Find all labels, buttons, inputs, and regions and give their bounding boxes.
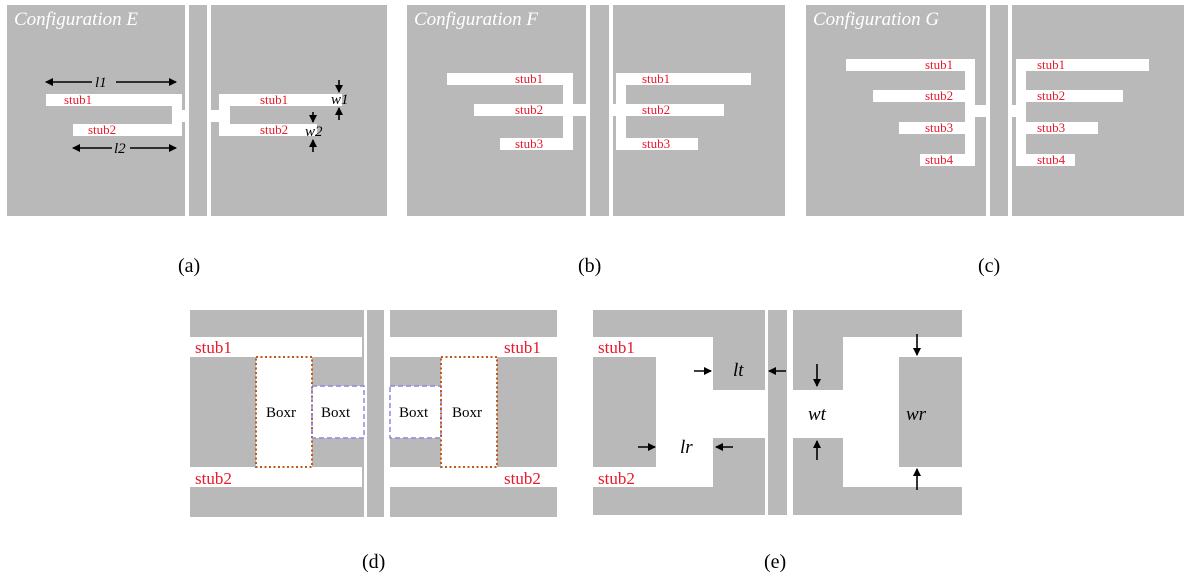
box-label: Boxt (321, 405, 351, 421)
stub-label: stub3 (1037, 120, 1065, 135)
stub-label: stub3 (642, 136, 670, 151)
panel-b: Configuration F stub1 stub2 stub3 stub1 … (407, 5, 785, 277)
boxr-left-outline (255, 356, 313, 468)
stub-label: stub1 (504, 338, 541, 357)
dim-lr: lr (680, 437, 693, 458)
dim-w1: w1 (331, 92, 349, 108)
panel-b-background (407, 5, 785, 216)
stub2-left (73, 124, 178, 136)
dim-l1: l1 (95, 75, 107, 91)
boxt-right-outline (389, 385, 442, 439)
panel-d: stub1 stub2 stub1 stub2 Boxr Boxt Boxt B… (190, 310, 557, 573)
stub-label: stub2 (515, 102, 543, 117)
panel-c-background (806, 5, 1184, 216)
stub-label: stub4 (1037, 152, 1066, 167)
stub-label: stub2 (504, 469, 541, 488)
panel-c: Configuration G stub1 stub2 stub3 stub4 … (806, 5, 1184, 277)
stub-label: stub2 (598, 469, 635, 488)
stub-label: stub2 (195, 469, 232, 488)
stub-label: stub1 (64, 92, 92, 107)
stub1-right (222, 94, 342, 106)
box-label: Boxr (452, 405, 482, 421)
panel-e: stub1 stub2 lt lr wt wr (e) (593, 310, 962, 573)
caption-d: (d) (362, 551, 385, 573)
stub-label: stub2 (642, 102, 670, 117)
stub-label: stub1 (515, 71, 543, 86)
stub1-left (46, 94, 178, 106)
stub-label: stub1 (1037, 57, 1065, 72)
caption-c: (c) (978, 255, 1000, 277)
box-label: Boxr (266, 405, 296, 421)
panel-a-background (7, 5, 387, 216)
stub-label: stub4 (925, 152, 954, 167)
panel-a: Configuration E stub1 stub2 stub1 stub2 … (7, 5, 387, 277)
box-label: Boxt (399, 405, 429, 421)
stub-label: stub1 (642, 71, 670, 86)
stub-label: stub2 (88, 122, 116, 137)
dim-wr: wr (906, 404, 927, 425)
boxr-right-outline (440, 356, 498, 468)
dim-l2: l2 (114, 141, 126, 157)
stub-label: stub1 (598, 338, 635, 357)
stub-label: stub1 (195, 338, 232, 357)
panel-c-title: Configuration G (813, 9, 939, 30)
dim-lt: lt (733, 360, 744, 381)
stub-label: stub2 (1037, 88, 1065, 103)
caption-a: (a) (178, 255, 200, 277)
stub-label: stub1 (260, 92, 288, 107)
stub-label: stub2 (925, 88, 953, 103)
caption-b: (b) (578, 255, 601, 277)
stub-label: stub3 (925, 120, 953, 135)
panel-a-title: Configuration E (14, 9, 138, 30)
stub-label: stub3 (515, 136, 543, 151)
boxt-left-outline (311, 385, 365, 439)
stub-label: stub1 (925, 57, 953, 72)
stub2-right (222, 124, 317, 136)
stub-label: stub2 (260, 122, 288, 137)
caption-e: (e) (764, 551, 786, 573)
dim-w2: w2 (305, 124, 323, 140)
dim-wt: wt (808, 404, 827, 425)
panel-b-title: Configuration F (414, 9, 538, 30)
